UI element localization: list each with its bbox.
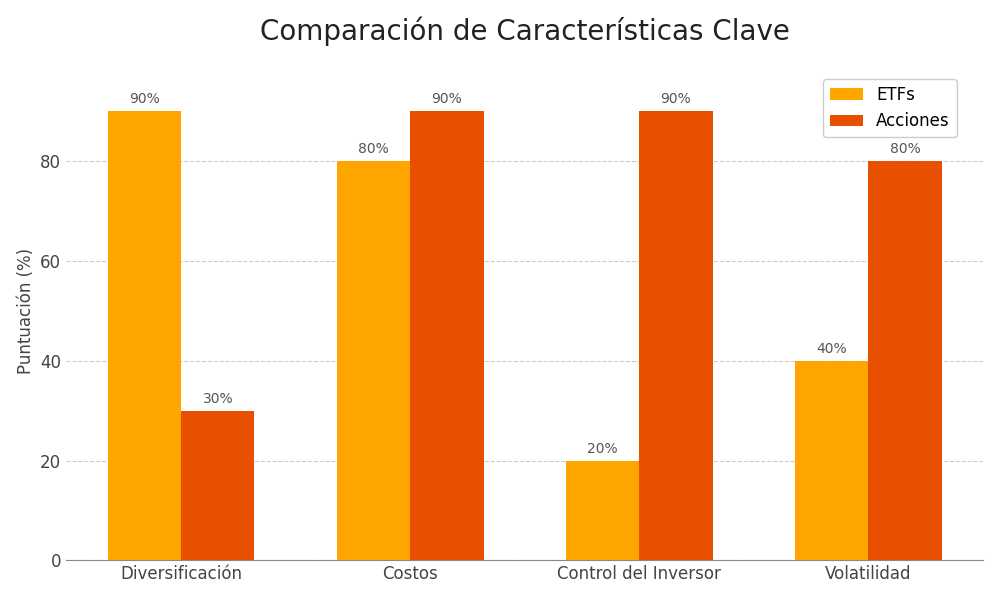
Text: 90%: 90%: [129, 92, 160, 106]
Legend: ETFs, Acciones: ETFs, Acciones: [823, 79, 957, 137]
Text: 80%: 80%: [358, 142, 389, 156]
Title: Comparación de Características Clave: Comparación de Características Clave: [260, 17, 790, 46]
Bar: [410, 111, 484, 560]
Text: 40%: 40%: [816, 341, 847, 356]
Text: 90%: 90%: [661, 92, 691, 106]
Text: 30%: 30%: [203, 392, 233, 406]
Text: 90%: 90%: [432, 92, 462, 106]
Text: 80%: 80%: [890, 142, 920, 156]
Bar: [566, 461, 639, 560]
Bar: [868, 161, 942, 560]
Bar: [639, 111, 713, 560]
Bar: [181, 410, 254, 560]
Bar: [795, 361, 868, 560]
Text: 20%: 20%: [587, 442, 618, 455]
Bar: [108, 111, 181, 560]
Bar: [337, 161, 410, 560]
Y-axis label: Puntuación (%): Puntuación (%): [17, 248, 35, 374]
